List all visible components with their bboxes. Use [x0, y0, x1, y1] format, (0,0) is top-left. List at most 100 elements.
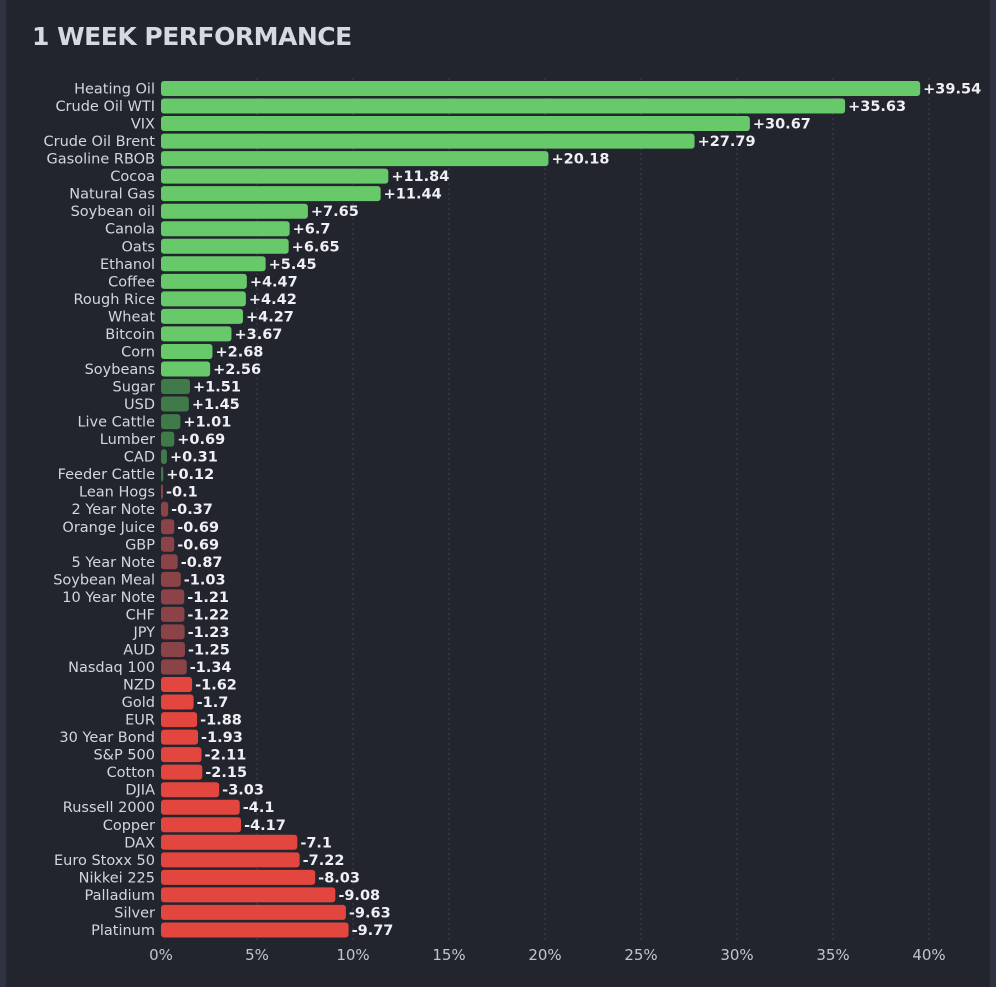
value-label: +1.01 — [183, 415, 231, 431]
bar — [161, 817, 242, 833]
x-tick-label: 20% — [528, 946, 561, 964]
category-label: Gold — [122, 695, 155, 711]
bar — [161, 379, 190, 395]
bar — [161, 764, 203, 780]
category-label: Nasdaq 100 — [68, 660, 155, 676]
x-tick-label: 35% — [816, 946, 849, 964]
value-label: +2.68 — [215, 344, 263, 360]
category-label: Lumber — [100, 432, 155, 448]
bar — [161, 81, 921, 96]
bar — [161, 186, 381, 202]
value-label: -8.03 — [318, 870, 360, 886]
category-label: NZD — [123, 678, 155, 694]
bar — [161, 98, 846, 114]
bar — [161, 308, 243, 324]
value-label: -7.1 — [300, 835, 332, 851]
category-label: Corn — [121, 344, 155, 360]
bar — [161, 396, 189, 412]
category-label: VIX — [131, 117, 155, 133]
bar — [161, 449, 167, 465]
value-label: +6.65 — [292, 239, 340, 255]
value-label: +11.44 — [384, 187, 442, 203]
value-label: +35.63 — [848, 99, 906, 115]
bar — [161, 747, 202, 763]
category-label: S&P 500 — [93, 748, 155, 764]
category-label: Silver — [114, 905, 155, 921]
value-label: +7.65 — [311, 204, 359, 220]
bar — [161, 256, 266, 272]
bar — [161, 466, 164, 482]
category-label: DAX — [124, 835, 155, 851]
bar — [161, 834, 298, 850]
x-tick-label: 30% — [720, 946, 753, 964]
bar — [161, 519, 175, 535]
category-label: CAD — [124, 450, 155, 466]
category-label: Cocoa — [110, 169, 155, 185]
bar — [161, 659, 187, 675]
value-label: -1.7 — [197, 695, 229, 711]
bar — [161, 712, 198, 728]
category-label: 2 Year Note — [72, 502, 156, 518]
bar — [161, 238, 289, 254]
value-label: -9.08 — [338, 888, 380, 904]
value-label: +0.31 — [170, 450, 218, 466]
category-label: Crude Oil Brent — [44, 134, 156, 150]
bar — [161, 677, 193, 693]
bar — [161, 343, 213, 359]
category-label: Cotton — [107, 765, 155, 781]
bar — [161, 624, 185, 640]
category-label: Feeder Cattle — [58, 467, 155, 483]
category-label: EUR — [125, 713, 155, 729]
category-label: Nikkei 225 — [79, 870, 155, 886]
value-label: +5.45 — [269, 257, 317, 273]
category-label: Lean Hogs — [79, 485, 155, 501]
category-label: Rough Rice — [74, 292, 156, 308]
category-label: GBP — [125, 537, 155, 553]
value-label: -9.63 — [349, 905, 391, 921]
x-tick-label: 40% — [912, 946, 945, 964]
bar — [161, 501, 169, 517]
bar — [161, 729, 199, 745]
category-label: 30 Year Bond — [59, 730, 155, 746]
bar — [161, 694, 194, 710]
category-label: Russell 2000 — [63, 800, 155, 816]
bar — [161, 168, 389, 184]
category-label: Oats — [121, 239, 155, 255]
bar — [161, 571, 181, 587]
x-tick-label: 25% — [624, 946, 657, 964]
bar — [161, 536, 175, 552]
value-label: -1.03 — [184, 572, 226, 588]
category-label: Bitcoin — [105, 327, 155, 343]
bar — [161, 116, 750, 132]
category-label: Heating Oil — [74, 82, 155, 98]
bar — [161, 554, 178, 570]
value-label: -0.69 — [177, 537, 219, 553]
value-label: +4.42 — [249, 292, 297, 308]
category-label: Soybean Meal — [53, 572, 155, 588]
bar — [161, 431, 175, 447]
category-label: 5 Year Note — [72, 555, 156, 571]
bar — [161, 273, 247, 289]
value-label: +0.69 — [177, 432, 225, 448]
category-label: CHF — [126, 607, 155, 623]
value-label: -0.37 — [171, 502, 213, 518]
category-label: AUD — [123, 642, 155, 658]
bar — [161, 361, 211, 377]
value-label: +27.79 — [698, 134, 756, 150]
category-label: Ethanol — [100, 257, 155, 273]
value-label: +4.27 — [246, 309, 294, 325]
value-label: -2.15 — [205, 765, 247, 781]
x-tick-label: 15% — [432, 946, 465, 964]
bar — [161, 852, 300, 868]
bar — [161, 922, 349, 938]
value-label: -9.77 — [352, 923, 394, 939]
value-label: -2.11 — [205, 748, 247, 764]
bar — [161, 641, 185, 657]
value-label: -0.69 — [177, 520, 219, 536]
category-label: USD — [124, 397, 155, 413]
bar — [161, 589, 185, 605]
category-label: JPY — [132, 625, 155, 641]
bar — [161, 326, 232, 342]
bar — [161, 799, 240, 815]
